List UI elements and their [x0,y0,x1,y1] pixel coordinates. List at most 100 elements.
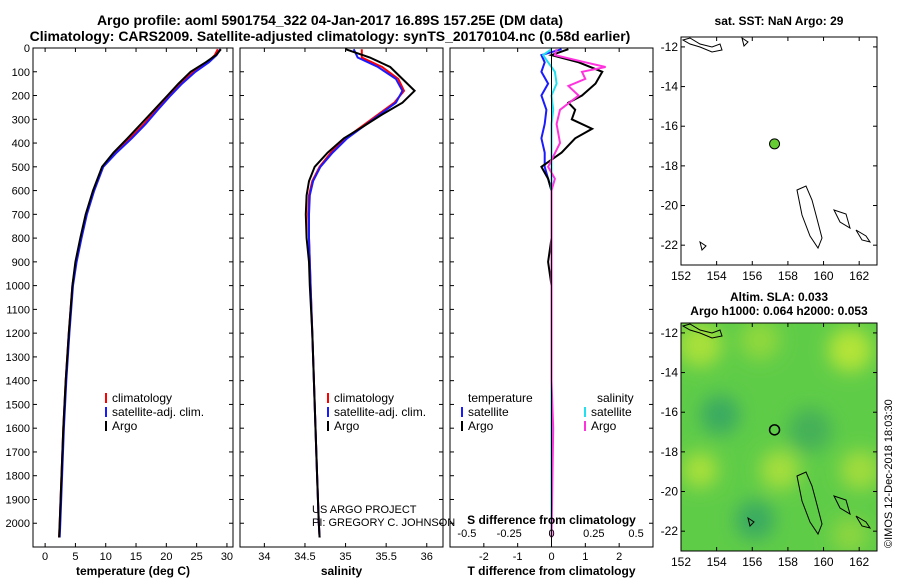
sla-blob [682,452,718,488]
temperature-xtick-label: 10 [100,551,112,563]
difference-temperature-legend-label: Argo [468,419,494,433]
depth-tick-label: 200 [12,91,30,103]
float-position-marker [769,138,781,150]
depth-tick-label: 0 [24,43,30,55]
salinity-series-argo [304,48,417,538]
depth-tick-label: 800 [12,233,30,245]
temperature-xtick-label: 5 [72,551,78,563]
depth-tick-label: 2000 [6,518,30,530]
salinity-legend-label: satellite-adj. clim. [334,405,426,419]
sla-map-xtick-label: 154 [707,555,727,569]
coastline [796,471,823,536]
difference-xtick-label: 2 [616,551,622,563]
credit-line1: US ARGO PROJECT [312,504,417,516]
salinity-plot-frame [239,47,444,548]
sla-blob [700,395,740,435]
sst-map-ytick-label: -16 [661,119,679,133]
temperature-xtick-label: 0 [42,551,48,563]
depth-tick-label: 1800 [6,471,30,483]
float-position-marker [768,424,781,436]
sla-map-ytick-label: -16 [661,405,679,419]
sst-map-xtick-label: 162 [849,269,869,283]
coastline [747,516,755,527]
salinity-series-satellite-adj-clim- [308,48,404,538]
credit-side: ©IMOS 12-Dec-2018 18:03:30 [883,399,895,548]
sla-map-ytick-label: -12 [661,326,679,340]
salinity-series-climatology [307,49,406,538]
salinity-xtick-label: 34 [258,551,270,563]
difference-top-tick-label: 0 [548,528,554,540]
sst-map-ytick-label: -14 [661,80,679,94]
sla-blob [760,450,800,490]
sla-map-ytick-label: -14 [661,366,679,380]
temperature-xtick-label: 15 [130,551,142,563]
coastline [855,515,872,529]
sla-map-xtick-label: 160 [814,555,834,569]
sla-map-coastlines [681,323,872,536]
chart-title-line1: Argo profile: aoml 5901754_322 04-Jan-20… [96,12,564,28]
temperature-legend-label: satellite-adj. clim. [112,405,204,419]
coastline [699,240,707,251]
sst-map-xtick-label: 160 [814,269,834,283]
salinity-xtick-label: 35 [339,551,351,563]
sla-map-xtick-label: 152 [671,555,691,569]
coastline [796,185,823,250]
sla-blob [740,323,780,360]
temperature-legend-label: Argo [112,419,138,433]
sla-map-frame [680,322,878,552]
sla-blob [788,408,832,452]
difference-top-tick-label: 0.25 [583,528,604,540]
sst-map-xtick-label: 158 [778,269,798,283]
sla-blob [828,328,872,372]
sst-map-xtick-label: 152 [671,269,691,283]
sla-blob [840,450,877,490]
sst-map-ytick-label: -22 [661,238,679,252]
chart-title-line2: Climatology: CARS2009. Satellite-adjuste… [29,28,631,44]
temperature-xtick-label: 20 [160,551,172,563]
depth-tick-label: 900 [12,257,30,269]
difference-xtick-label: 1 [582,551,588,563]
coastline [833,209,851,230]
difference-top-tick-label: -0.25 [497,528,522,540]
depth-tick-label: 500 [12,162,30,174]
depth-tick-label: 700 [12,209,30,221]
difference-xlabel: T difference from climatology [467,564,635,578]
temperature-xtick-label: 25 [191,551,203,563]
depth-tick-label: 300 [12,114,30,126]
depth-tick-label: 1300 [6,352,30,364]
difference-legend-title-right: salinity [597,391,634,405]
sla-map-xtick-label: 162 [849,555,869,569]
salinity-xtick-label: 34.5 [294,551,315,563]
difference-xtick-label: -1 [513,551,523,563]
difference-salinity-legend-label: Argo [591,419,617,433]
temperature-plot-frame [32,47,234,548]
salinity-legend-label: Argo [334,419,360,433]
generated-chart-layer: 0100200300400500600700800900100011001200… [6,36,878,578]
salinity-xtick-label: 36 [421,551,433,563]
sst-map-coastlines [681,37,872,251]
depth-tick-label: 1500 [6,399,30,411]
sla-map-field [681,323,877,551]
temperature-xlabel: temperature (deg C) [76,564,190,578]
sla-map-title-line1: Altim. SLA: 0.033 [730,290,828,304]
temperature-series-climatology [58,48,219,538]
difference-legend-title-left: temperature [468,391,533,405]
credit-line2: PI: GREGORY C. JOHNSON [312,517,455,529]
sst-map-ytick-label: -12 [661,40,679,54]
depth-tick-label: 100 [12,67,30,79]
difference-salinity-legend-label: satellite [591,405,632,419]
depth-tick-label: 1000 [6,281,30,293]
sla-map-xtick-label: 158 [778,555,798,569]
coastline [855,229,872,243]
salinity-xtick-label: 35.5 [375,551,396,563]
temperature-xtick-label: 30 [221,551,233,563]
depth-tick-label: 1900 [6,494,30,506]
sla-blob [681,323,722,367]
depth-tick-label: 1100 [6,304,30,316]
depth-tick-label: 400 [12,138,30,150]
temperature-series-satellite-adj-clim- [58,48,222,538]
sst-map-xtick-label: 156 [742,269,762,283]
sst-map-ytick-label: -20 [661,199,679,213]
sst-map-title: sat. SST: NaN Argo: 29 [715,14,844,28]
